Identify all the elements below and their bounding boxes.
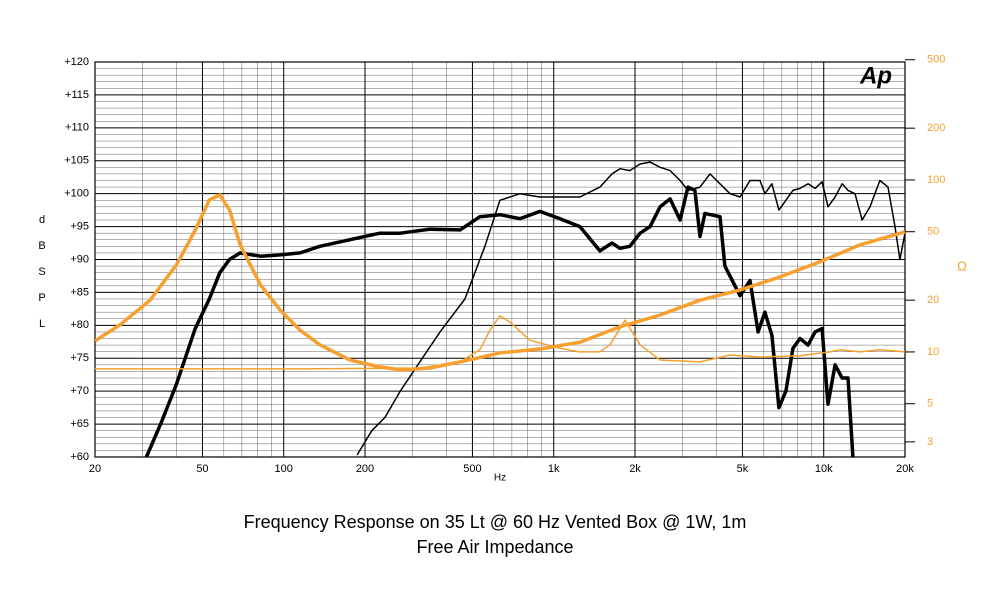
y2-tick-label: 20 bbox=[927, 294, 939, 306]
y-tick-label: +85 bbox=[70, 286, 89, 298]
series-line bbox=[95, 193, 905, 372]
series-line bbox=[356, 161, 905, 456]
x-tick-label: 500 bbox=[463, 463, 481, 475]
y-tick-label: +100 bbox=[64, 188, 89, 200]
x-tick-label: 10k bbox=[815, 463, 833, 475]
y2-tick-label: 100 bbox=[927, 174, 945, 186]
y-tick-label: +90 bbox=[70, 253, 89, 265]
y-tick-label: +115 bbox=[65, 89, 89, 101]
y2-tick-label: 200 bbox=[927, 122, 945, 134]
x-tick-label: 200 bbox=[356, 463, 374, 475]
chart-subtitle: Free Air Impedance bbox=[416, 537, 573, 557]
x-tick-label: 50 bbox=[196, 463, 208, 475]
y-axis-label: dB SPL bbox=[38, 214, 46, 330]
y-tick-label: +60 bbox=[70, 451, 89, 463]
y2-tick-label: 5 bbox=[927, 398, 933, 410]
y-tick-label: +120 bbox=[64, 56, 89, 68]
plot-frame bbox=[94, 61, 906, 458]
y-tick-label: +80 bbox=[70, 319, 89, 331]
y2-tick-label: 3 bbox=[927, 436, 933, 448]
x-tick-label: 1k bbox=[548, 463, 560, 475]
y2-tick-label: 10 bbox=[927, 346, 939, 358]
x-tick-label: 100 bbox=[275, 463, 293, 475]
x-tick-label: 20k bbox=[896, 463, 914, 475]
y-tick-label: +110 bbox=[65, 122, 89, 134]
chart-title: Frequency Response on 35 Lt @ 60 Hz Vent… bbox=[244, 512, 747, 532]
y2-tick-label: 500 bbox=[927, 54, 945, 66]
y2-tick-label: 50 bbox=[927, 226, 939, 238]
y-tick-label: +70 bbox=[70, 385, 89, 397]
y-tick-label: +105 bbox=[64, 155, 89, 167]
y2-axis-label: Ω bbox=[957, 258, 967, 273]
y-tick-label: +75 bbox=[70, 352, 89, 364]
y-tick-label: +95 bbox=[70, 220, 89, 232]
x-tick-label: 2k bbox=[629, 463, 641, 475]
y-tick-label: +65 bbox=[70, 418, 89, 430]
x-tick-label: 20 bbox=[89, 463, 101, 475]
logo: Ap bbox=[859, 62, 892, 89]
x-tick-label: 5k bbox=[737, 463, 749, 475]
series-line bbox=[144, 185, 855, 457]
x-axis-label: Hz bbox=[494, 473, 506, 484]
series-line bbox=[95, 315, 905, 370]
